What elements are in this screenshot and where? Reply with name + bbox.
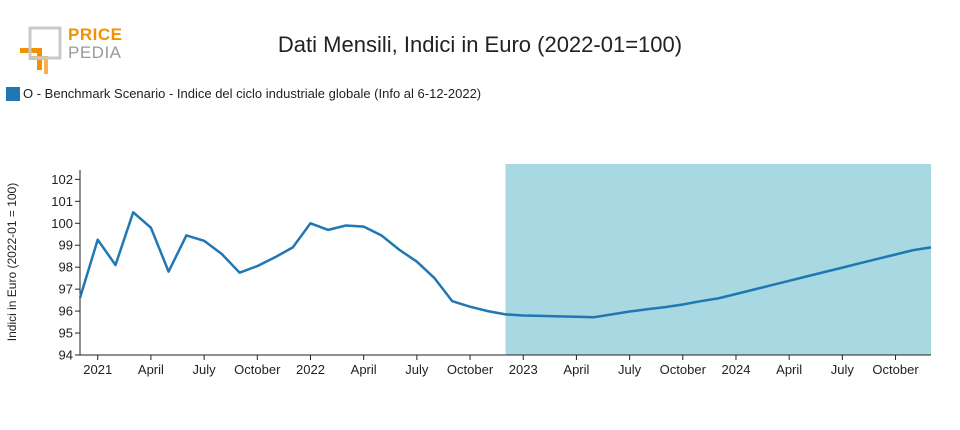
chart-title: Dati Mensili, Indici in Euro (2022-01=10… <box>277 32 683 57</box>
y-tick-label: 101 <box>51 194 73 209</box>
logo-word-price: PRICE <box>68 25 123 44</box>
x-tick-label: July <box>831 362 855 377</box>
x-tick-label: April <box>776 362 802 377</box>
legend[interactable]: O - Benchmark Scenario - Indice del cicl… <box>6 86 481 101</box>
x-tick-label: July <box>405 362 429 377</box>
x-tick-label: April <box>563 362 589 377</box>
legend-swatch <box>6 86 20 101</box>
y-tick-label: 95 <box>59 326 73 341</box>
y-tick-label: 97 <box>59 282 73 297</box>
y-tick-label: 102 <box>51 172 73 187</box>
pricepedia-logo-mark <box>20 26 62 74</box>
pricepedia-logo: PRICE PEDIA <box>18 24 128 74</box>
x-tick-label: 2024 <box>722 362 751 377</box>
x-tick-label: 2021 <box>83 362 112 377</box>
logo-word-pedia: PEDIA <box>68 43 122 62</box>
x-tick-label: April <box>351 362 377 377</box>
y-tick-label: 100 <box>51 216 73 231</box>
x-tick-label: October <box>660 362 707 377</box>
x-tick-label: October <box>872 362 919 377</box>
x-tick-label: October <box>234 362 281 377</box>
legend-label: O - Benchmark Scenario - Indice del cicl… <box>23 86 482 101</box>
x-tick-label: July <box>618 362 642 377</box>
forecast-band <box>505 164 931 355</box>
y-tick-label: 98 <box>59 260 73 275</box>
y-tick-label: 99 <box>59 238 73 253</box>
y-tick-label: 94 <box>59 348 73 363</box>
y-tick-label: 96 <box>59 304 73 319</box>
x-tick-label: April <box>138 362 164 377</box>
y-axis-title: Indici in Euro (2022-01 = 100) <box>5 183 19 341</box>
x-tick-label: 2022 <box>296 362 325 377</box>
x-tick-label: July <box>193 362 217 377</box>
x-tick-label: October <box>447 362 494 377</box>
series-line <box>78 211 932 319</box>
x-tick-label: 2023 <box>509 362 538 377</box>
